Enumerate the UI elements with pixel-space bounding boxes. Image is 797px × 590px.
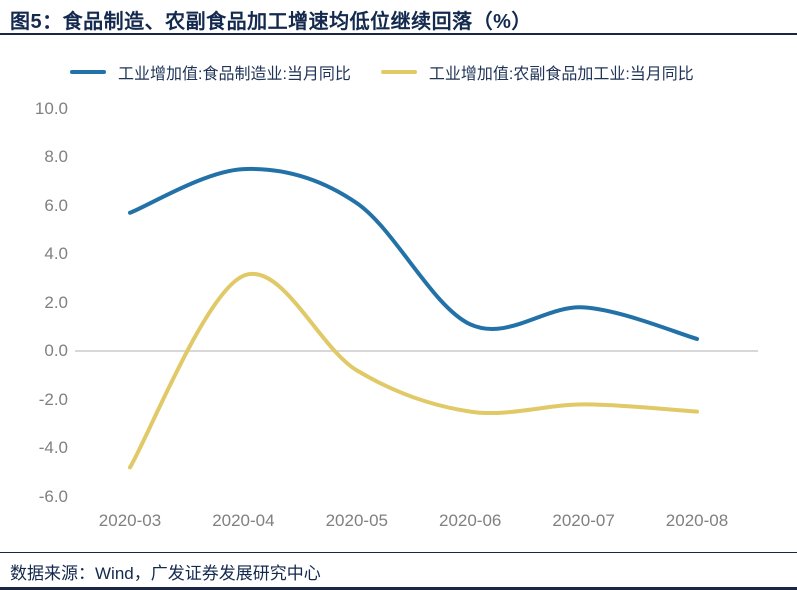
figure-title-bar: 图5：食品制造、农副食品加工增速均低位继续回落（%） xyxy=(0,0,797,35)
y-tick-label: -2.0 xyxy=(38,389,68,409)
y-tick-label: 2.0 xyxy=(44,292,68,312)
y-tick-label: -4.0 xyxy=(38,438,68,457)
y-tick-label: 8.0 xyxy=(44,147,68,166)
x-tick-label: 2020-05 xyxy=(325,511,388,530)
x-tick-label: 2020-08 xyxy=(665,511,729,530)
bottom-border xyxy=(0,587,797,590)
x-tick-label: 2020-07 xyxy=(552,511,615,530)
x-tick-label: 2020-06 xyxy=(438,511,502,530)
y-tick-label: 6.0 xyxy=(44,195,68,215)
x-tick-label: 2020-04 xyxy=(212,511,275,530)
data-source-note: 数据来源：Wind，广发证券发展研究中心 xyxy=(10,564,321,583)
legend-label: 工业增加值:农副食品加工业:当月同比 xyxy=(428,66,694,83)
y-tick-label: -6.0 xyxy=(38,486,68,506)
legend-line-swatch-yellow xyxy=(380,70,417,74)
series-line-1 xyxy=(128,271,699,470)
y-tick-label: 4.0 xyxy=(44,244,68,263)
footer-divider xyxy=(0,552,797,553)
legend-line-swatch-blue xyxy=(70,70,106,74)
legend-label: 工业增加值:食品制造业:当月同比 xyxy=(118,66,351,83)
y-tick-label: 10.0 xyxy=(34,98,68,118)
legend-item-agri-food-processing: 工业增加值:农副食品加工业:当月同比 xyxy=(380,60,694,84)
figure-title: 图5：食品制造、农副食品加工增速均低位继续回落（%） xyxy=(10,11,532,33)
chart-legend: 工业增加值:食品制造业:当月同比 工业增加值:农副食品加工业:当月同比 xyxy=(70,60,724,84)
y-tick-label: 0.0 xyxy=(44,341,68,360)
x-tick-label: 2020-03 xyxy=(98,511,162,530)
series-line-0 xyxy=(128,166,699,341)
legend-item-food-manufacturing: 工业增加值:食品制造业:当月同比 xyxy=(70,60,351,84)
